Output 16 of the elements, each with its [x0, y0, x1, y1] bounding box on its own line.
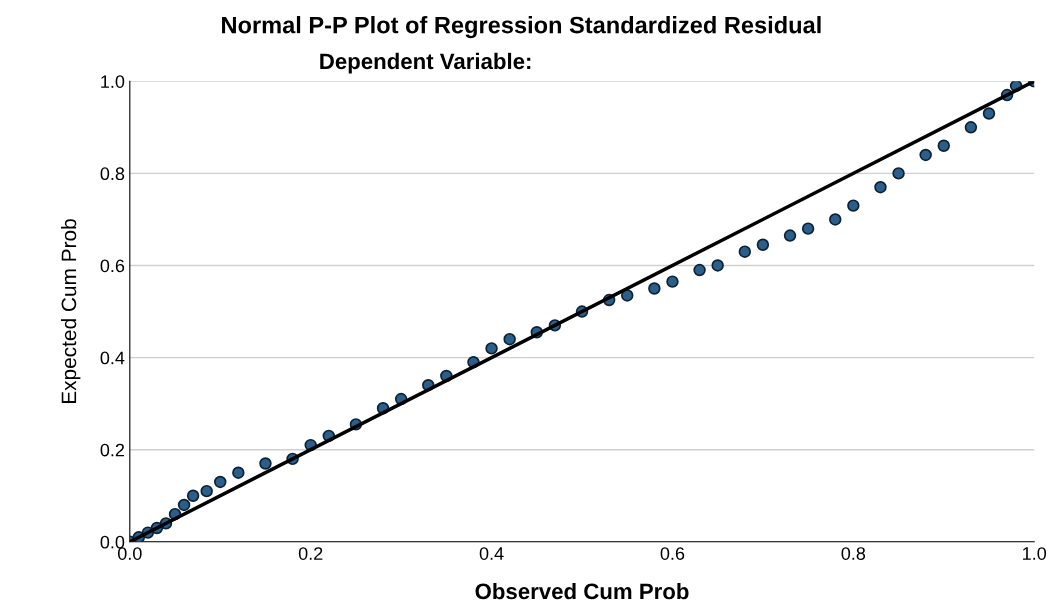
y-axis-title: Expected Cum Prob — [60, 219, 81, 404]
chart-subtitle: Dependent Variable: — [320, 52, 531, 74]
x-tick-label: 0.6 — [660, 547, 685, 560]
y-tick-label: 0.4 — [100, 351, 125, 365]
x-axis-title: Observed Cum Prob — [475, 582, 689, 600]
x-tick-label: 1.0 — [1023, 547, 1047, 560]
y-tick-label: 1.0 — [101, 75, 125, 88]
chart-title: Normal P-P Plot of Regression Standardized Residual — [222, 16, 821, 39]
x-tick-label: 0.4 — [479, 547, 504, 560]
y-tick-label: 0.2 — [100, 443, 125, 457]
x-tick-label: 0.2 — [298, 547, 323, 560]
x-tick-label: 0.8 — [841, 547, 866, 560]
y-tick-label: 0.8 — [100, 167, 125, 181]
y-tick-label: 0.6 — [100, 259, 125, 273]
x-tick-label: 0.0 — [117, 547, 142, 560]
y-tick-label: 0.0 — [100, 535, 125, 549]
